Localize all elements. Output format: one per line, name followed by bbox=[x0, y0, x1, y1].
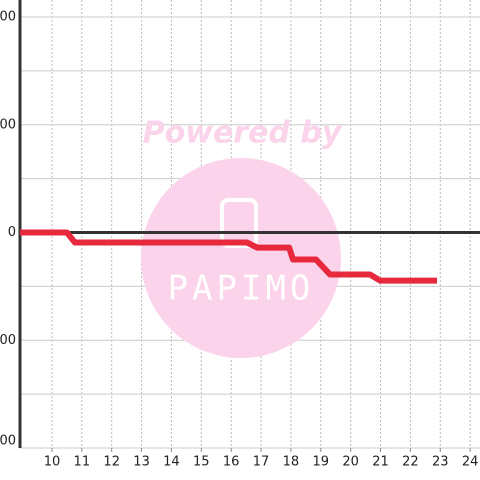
watermark-circle bbox=[141, 158, 341, 358]
y-tick-label: -2,000 bbox=[0, 434, 16, 449]
x-tick-label: 21 bbox=[372, 455, 389, 470]
watermark-brand: PAPIMO bbox=[168, 269, 315, 309]
x-tick-label: 23 bbox=[432, 455, 449, 470]
x-tick-label: 12 bbox=[103, 455, 120, 470]
x-tick-label: 16 bbox=[223, 455, 240, 470]
x-tick-label: 20 bbox=[342, 455, 359, 470]
watermark-text: Powered by bbox=[143, 116, 343, 151]
x-tick-label: 11 bbox=[74, 455, 91, 470]
x-tick-label: 22 bbox=[402, 455, 419, 470]
x-tick-label: 18 bbox=[283, 455, 300, 470]
y-tick-label: 1,000 bbox=[0, 117, 16, 132]
x-tick-label: 17 bbox=[253, 455, 270, 470]
watermark-icon bbox=[220, 198, 258, 248]
x-tick-label: 10 bbox=[44, 455, 61, 470]
x-tick-label: 15 bbox=[193, 455, 210, 470]
x-tick-label: 19 bbox=[313, 455, 330, 470]
y-tick-label: 0 bbox=[8, 225, 16, 240]
x-tick-label: 24 bbox=[462, 455, 479, 470]
x-tick-label: 13 bbox=[133, 455, 150, 470]
y-tick-label: -2,000 bbox=[0, 333, 16, 348]
y-tick-label: 2,000 bbox=[0, 10, 16, 25]
data-line bbox=[20, 229, 437, 284]
x-tick-label: 14 bbox=[163, 455, 180, 470]
watermark: Powered by PAPIMO bbox=[141, 116, 343, 358]
